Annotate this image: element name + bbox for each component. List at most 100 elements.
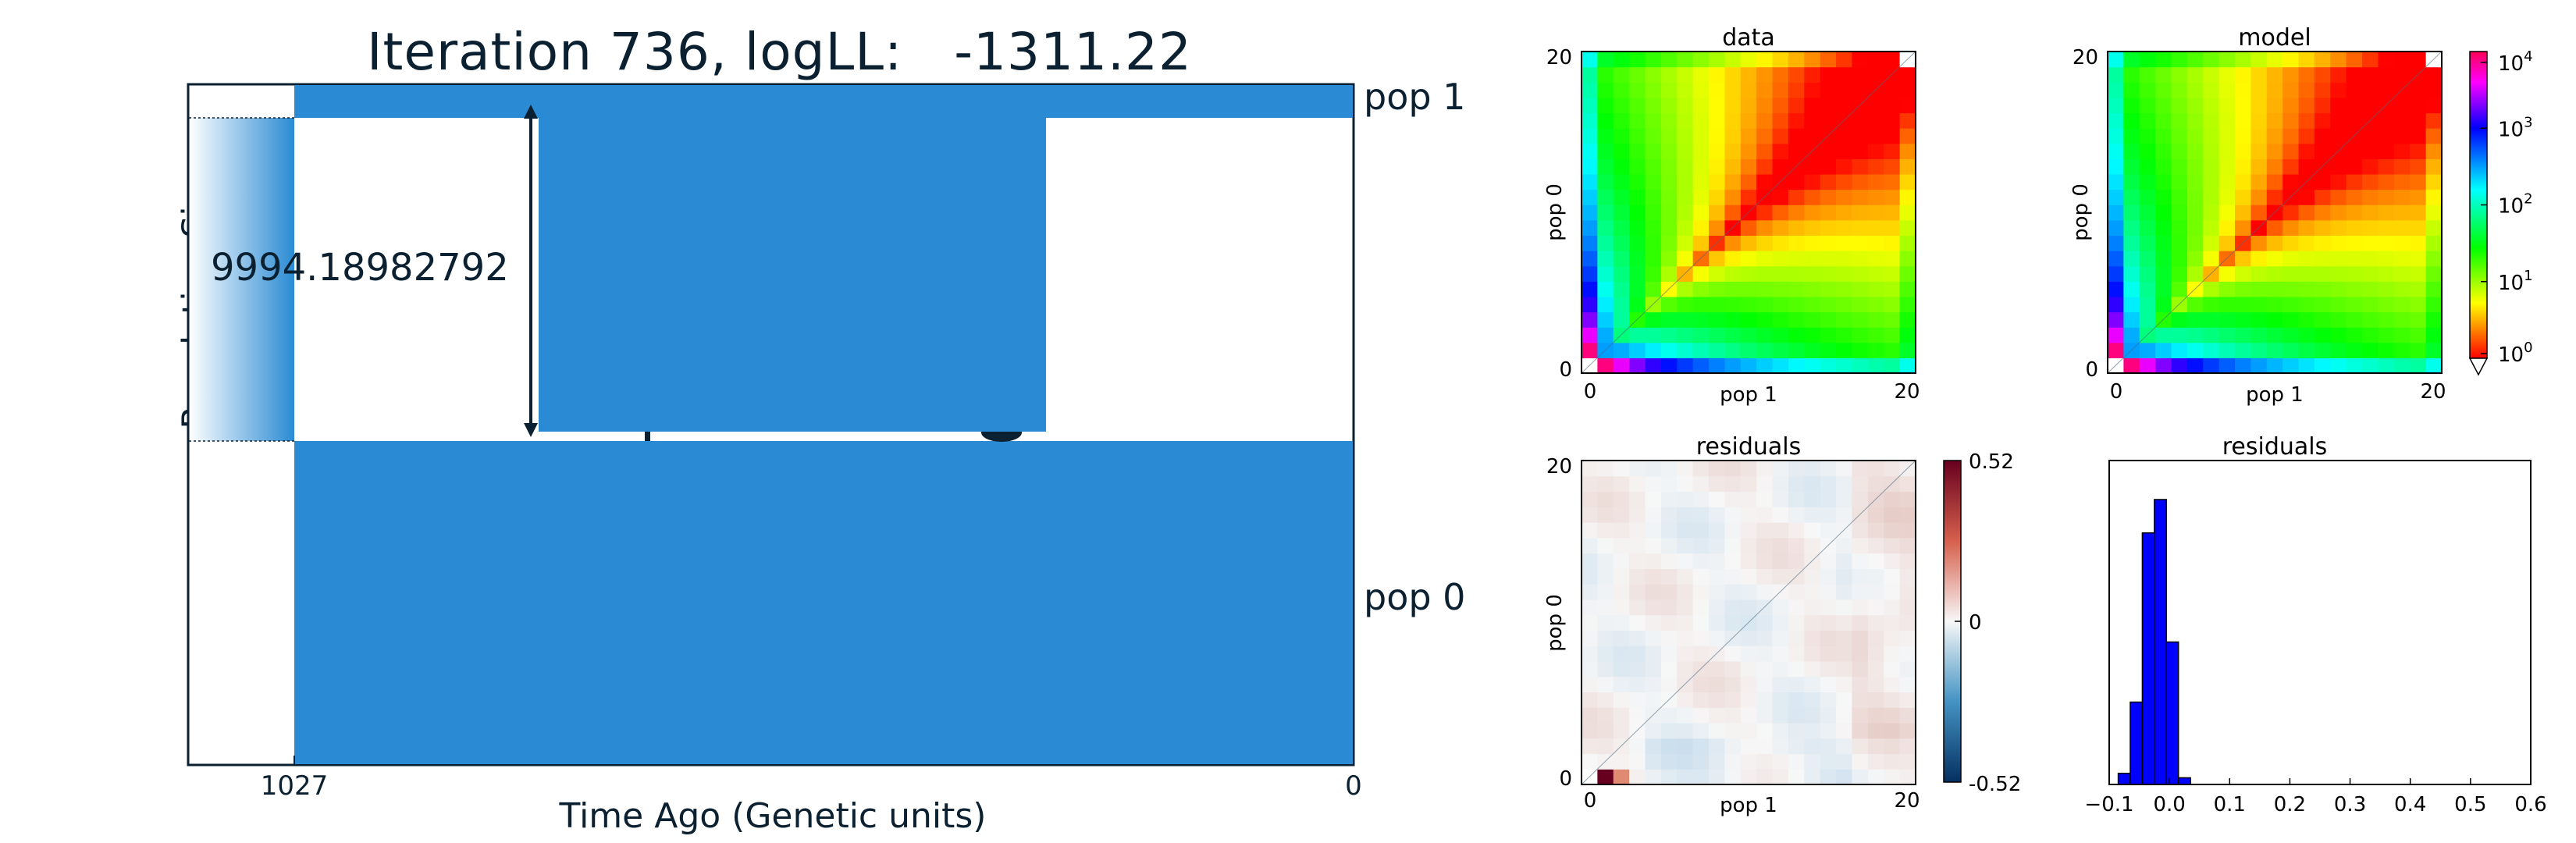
heatmap-cell (2330, 82, 2347, 98)
heatmap-cell (1582, 112, 1598, 129)
model-heatmap-title: model (2238, 24, 2311, 52)
heatmap-cell (2266, 66, 2283, 83)
heatmap-cell (2330, 327, 2347, 343)
heatmap-cell (1645, 189, 1662, 205)
heatmap-cell (1629, 553, 1646, 569)
data-x-tick-0: 0 (1584, 380, 1597, 404)
heatmap-cell (1788, 722, 1805, 739)
heatmap-cell (1724, 692, 1742, 708)
heatmap-cell (2250, 205, 2268, 221)
heatmap-cell (2425, 128, 2443, 144)
heatmap-cell (1804, 568, 1821, 585)
heatmap-cell (2250, 265, 2268, 282)
heatmap-cell (2410, 143, 2427, 159)
heatmap-cell (1629, 491, 1646, 507)
heatmap-cell (2186, 311, 2204, 328)
heatmap-cell (2186, 235, 2204, 251)
heatmap-cell (2171, 357, 2188, 374)
heatmap-cell (1645, 722, 1662, 739)
heatmap-cell (2362, 205, 2379, 221)
heatmap-cell (1740, 235, 1757, 251)
residuals-colorbar-min: -0.52 (1969, 773, 2021, 796)
heatmap-cell (1740, 219, 1757, 237)
heatmap-cell (1645, 311, 1662, 328)
heatmap-cell (1788, 327, 1805, 343)
heatmap-cell (2235, 112, 2252, 129)
heatmap-cell (2108, 342, 2124, 358)
heatmap-cell (1820, 584, 1837, 600)
heatmap-cell (2378, 66, 2395, 83)
heatmap-cell (1836, 646, 1853, 662)
heatmap-cell (1867, 357, 1884, 374)
residuals-histogram-panel: residuals −0.1 0.0 0.1 0.2 0.3 0.4 0.5 0.6 (2084, 433, 2546, 816)
heatmap-cell (1756, 568, 1774, 585)
heatmap-cell (2266, 265, 2283, 282)
heatmap-cell (1867, 311, 1884, 328)
heatmap-cell (1597, 265, 1614, 282)
heatmap-cell (2108, 128, 2124, 144)
heatmap-cell (1677, 599, 1694, 616)
heatmap-cell (2171, 112, 2188, 129)
heatmap-cell (1772, 342, 1789, 358)
heatmap-cell (1867, 522, 1884, 539)
histogram-bar (2129, 701, 2144, 785)
heatmap-cell (2203, 97, 2220, 114)
heatmap-cell (1820, 82, 1837, 98)
residuals-colorbar-max: 0.52 (1969, 450, 2014, 474)
heatmap-cell (1692, 342, 1710, 358)
heatmap-cell (1788, 646, 1805, 662)
heatmap-cell (2346, 158, 2363, 175)
heatmap-cell (1724, 461, 1742, 477)
heatmap-cell (1660, 522, 1678, 539)
heatmap-cell (2108, 66, 2124, 83)
heatmap-cell (2266, 173, 2283, 190)
heatmap-cell (2108, 235, 2124, 251)
heatmap-cell (1740, 475, 1757, 493)
heatmap-cell (2123, 189, 2140, 205)
heatmap-cell (1756, 327, 1774, 343)
heatmap-cell (1884, 189, 1901, 205)
heatmap-cell (1884, 265, 1901, 282)
heatmap-cell (1788, 491, 1805, 507)
heatmap-cell (2393, 342, 2411, 358)
heatmap-cell (2171, 311, 2188, 328)
heatmap-cell (1724, 537, 1742, 554)
x-axis-label: Time Ago (Genetic units) (559, 796, 987, 836)
residuals-heatmap-cells (1582, 461, 1916, 785)
heatmap-cell (1740, 327, 1757, 343)
heatmap-cell (2314, 311, 2331, 328)
heatmap-cell (1899, 599, 1916, 616)
heatmap-cell (1582, 753, 1598, 770)
heatmap-cell (1740, 722, 1757, 739)
heatmap-cell (1692, 143, 1710, 159)
heatmap-cell (1836, 189, 1853, 205)
heatmap-cell (2203, 128, 2220, 144)
data-x-axis-label: pop 1 (1720, 383, 1777, 407)
heatmap-cell (2330, 281, 2347, 297)
heatmap-cell (1692, 311, 1710, 328)
heatmap-cell (1884, 82, 1901, 98)
heatmap-cell (1756, 475, 1774, 493)
heatmap-cell (2123, 296, 2140, 313)
heatmap-cell (1756, 461, 1774, 477)
heatmap-cell (1629, 614, 1646, 631)
heatmap-cell (1677, 173, 1694, 190)
residuals-heatmap-panel: residuals 20 0 0 20 pop 1 pop 0 0.52 0 -… (1543, 433, 2021, 817)
heatmap-cell (1836, 235, 1853, 251)
heatmap-cell (1740, 568, 1757, 585)
heatmap-cell (2298, 251, 2315, 267)
heatmap-cell (2186, 296, 2204, 313)
heatmap-cell (2282, 251, 2300, 267)
heatmap-cell (2393, 219, 2411, 237)
heatmap-cell (1852, 235, 1869, 251)
heatmap-cell (1899, 646, 1916, 662)
heatmap-cell (1677, 614, 1694, 631)
heatmap-cell (1724, 82, 1742, 98)
heatmap-cell (1709, 158, 1726, 175)
heatmap-cell (2266, 296, 2283, 313)
heatmap-cell (2378, 112, 2395, 129)
heatmap-cell (2155, 205, 2172, 221)
heatmap-cell (1756, 251, 1774, 267)
heatmap-cell (1820, 66, 1837, 83)
heatmap-cell (2314, 189, 2331, 205)
